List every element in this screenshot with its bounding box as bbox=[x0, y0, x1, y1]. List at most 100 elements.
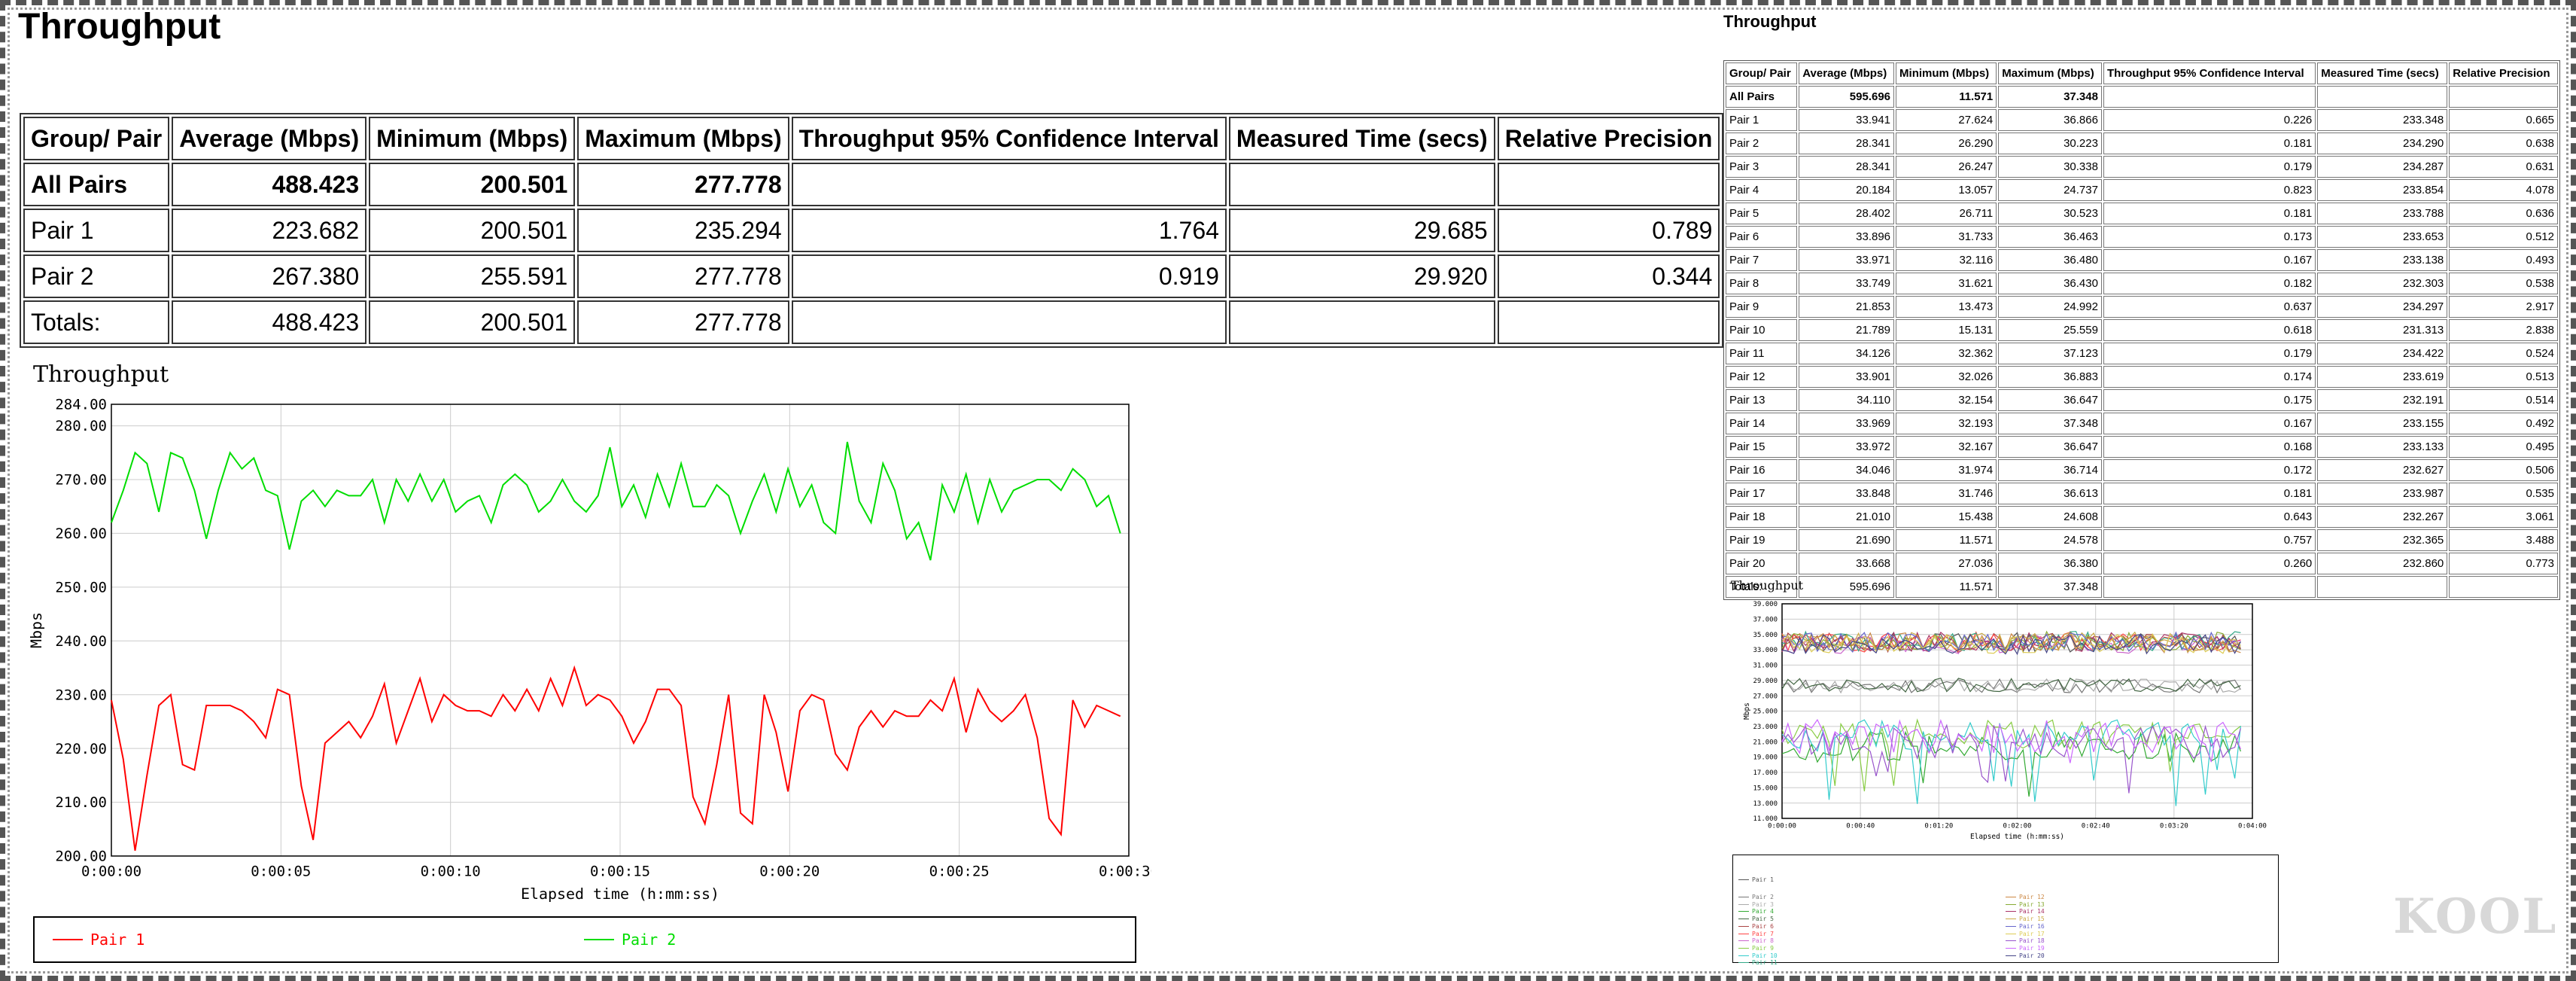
cell-relative-precision: 2.917 bbox=[2449, 296, 2558, 318]
cell-maximum: 36.480 bbox=[1998, 249, 2102, 271]
legend-swatch bbox=[53, 939, 83, 940]
cell-minimum: 31.974 bbox=[1896, 459, 1997, 481]
table-row: Pair 9 21.853 13.473 24.992 0.637 234.297 2.91… bbox=[1726, 296, 2558, 318]
table-row: Pair 12 33.901 32.026 36.883 0.174 233.619 0.5… bbox=[1726, 366, 2558, 388]
col-header-confidence: Throughput 95% Confidence Interval bbox=[791, 117, 1227, 160]
x-axis-label: Elapsed time (h:mm:ss) bbox=[1970, 833, 2064, 841]
cell-group: Pair 12 bbox=[1726, 366, 1798, 388]
legend-label: Pair 6 bbox=[1752, 922, 1774, 930]
cell-relative-precision: 0.538 bbox=[2449, 273, 2558, 294]
cell-average: 33.749 bbox=[1799, 273, 1895, 294]
cell-average: 488.423 bbox=[172, 163, 367, 206]
cell-measured-time: 233.155 bbox=[2317, 413, 2448, 434]
col-header-relative-precision: Relative Precision bbox=[2449, 62, 2558, 84]
table-row: Pair 1 33.941 27.624 36.866 0.226 233.348 0.66… bbox=[1726, 109, 2558, 131]
legend-label: Pair 17 bbox=[2019, 930, 2045, 937]
cell-average: 595.696 bbox=[1799, 86, 1895, 108]
cell-average: 34.126 bbox=[1799, 343, 1895, 364]
table-row: Pair 13 34.110 32.154 36.647 0.175 232.191 0.5… bbox=[1726, 389, 2558, 411]
cell-maximum: 36.647 bbox=[1998, 436, 2102, 458]
cell-average: 33.896 bbox=[1799, 226, 1895, 248]
cell-maximum: 30.223 bbox=[1998, 133, 2102, 154]
cell-measured-time: 233.133 bbox=[2317, 436, 2448, 458]
cell-maximum: 30.338 bbox=[1998, 156, 2102, 178]
table-row: Pair 17 33.848 31.746 36.613 0.181 233.987 0.5… bbox=[1726, 483, 2558, 504]
table-header-row: Group/ Pair Average (Mbps) Minimum (Mbps… bbox=[1726, 62, 2558, 84]
table-row: Pair 19 21.690 11.571 24.578 0.757 232.365 3.4… bbox=[1726, 529, 2558, 551]
legend-label: Pair 16 bbox=[2019, 922, 2045, 930]
cell-minimum: 32.362 bbox=[1896, 343, 1997, 364]
cell-minimum: 11.571 bbox=[1896, 529, 1997, 551]
col-header-confidence: Throughput 95% Confidence Interval bbox=[2103, 62, 2316, 84]
cell-maximum: 36.613 bbox=[1998, 483, 2102, 504]
y-tick-label: 33.000 bbox=[1753, 647, 1778, 654]
table-row: Pair 3 28.341 26.247 30.338 0.179 234.287 0.63… bbox=[1726, 156, 2558, 178]
cell-group: Pair 7 bbox=[1726, 249, 1798, 271]
cell-average: 33.941 bbox=[1799, 109, 1895, 131]
legend-item-pair-10: Pair 10 bbox=[1738, 952, 1778, 959]
legend-item-pair-1: Pair 1 bbox=[1738, 876, 1774, 883]
cell-average: 33.971 bbox=[1799, 249, 1895, 271]
cell-maximum: 30.523 bbox=[1998, 203, 2102, 224]
cell-maximum: 277.778 bbox=[577, 163, 789, 206]
cell-maximum: 37.348 bbox=[1998, 576, 2102, 598]
y-tick-label: 240.00 bbox=[55, 633, 107, 650]
col-header-minimum: Minimum (Mbps) bbox=[369, 117, 576, 160]
legend-swatch bbox=[2006, 925, 2016, 927]
col-header-group: Group/ Pair bbox=[1726, 62, 1798, 84]
cell-maximum: 37.348 bbox=[1998, 86, 2102, 108]
legend-item-pair-16: Pair 16 bbox=[2006, 923, 2045, 930]
cell-minimum: 31.621 bbox=[1896, 273, 1997, 294]
cell-measured-time bbox=[1228, 163, 1495, 206]
legend-label: Pair 3 bbox=[1752, 900, 1774, 908]
cell-measured-time: 233.619 bbox=[2317, 366, 2448, 388]
legend-item-pair-18: Pair 18 bbox=[2006, 937, 2045, 944]
y-tick-label: 21.000 bbox=[1753, 739, 1778, 746]
legend-item-pair-8: Pair 8 bbox=[1738, 937, 1774, 944]
col-header-relative-precision: Relative Precision bbox=[1497, 117, 1720, 160]
cell-average: 21.789 bbox=[1799, 319, 1895, 341]
legend-swatch bbox=[1738, 911, 1749, 912]
legend-item-pair-7: Pair 7 bbox=[1738, 931, 1774, 937]
legend-label: Pair 7 bbox=[1752, 930, 1774, 937]
cell-minimum: 31.746 bbox=[1896, 483, 1997, 504]
cell-group: Pair 1 bbox=[23, 209, 170, 252]
legend-label: Pair 12 bbox=[2019, 894, 2045, 900]
y-tick-label: 220.00 bbox=[55, 741, 107, 757]
cell-confidence: 0.181 bbox=[2103, 133, 2316, 154]
cell-group: Pair 1 bbox=[1726, 109, 1798, 131]
legend-item-pair-9: Pair 9 bbox=[1738, 945, 1774, 952]
y-axis-label: Mbps bbox=[1743, 702, 1751, 720]
x-tick-label: 0:02:00 bbox=[2003, 823, 2032, 830]
table-row: Pair 18 21.010 15.438 24.608 0.643 232.267 3.0… bbox=[1726, 506, 2558, 528]
cell-relative-precision bbox=[1497, 300, 1720, 344]
legend-label: Pair 1 bbox=[1752, 876, 1774, 883]
y-tick-label: 19.000 bbox=[1753, 754, 1778, 762]
col-header-maximum: Maximum (Mbps) bbox=[1998, 62, 2102, 84]
x-tick-label: 0:00:10 bbox=[421, 864, 481, 880]
x-tick-label: 0:00:25 bbox=[929, 864, 990, 880]
legend-label: Pair 18 bbox=[2019, 937, 2045, 945]
cell-confidence: 0.637 bbox=[2103, 296, 2316, 318]
cell-measured-time: 232.627 bbox=[2317, 459, 2448, 481]
y-tick-label: 11.000 bbox=[1753, 815, 1778, 823]
cell-confidence bbox=[791, 163, 1227, 206]
cell-measured-time: 232.191 bbox=[2317, 389, 2448, 411]
cell-measured-time: 232.303 bbox=[2317, 273, 2448, 294]
left-chart-title: Throughput bbox=[33, 361, 169, 388]
table-row: Pair 20 33.668 27.036 36.380 0.260 232.860 0.7… bbox=[1726, 553, 2558, 574]
series-line-pair-14 bbox=[1781, 631, 2241, 653]
table-row: Pair 5 28.402 26.711 30.523 0.181 233.788 0.63… bbox=[1726, 203, 2558, 224]
cell-minimum: 255.591 bbox=[369, 254, 576, 298]
table-row: Pair 7 33.971 32.116 36.480 0.167 233.138 0.49… bbox=[1726, 249, 2558, 271]
cell-minimum: 32.193 bbox=[1896, 413, 1997, 434]
cell-measured-time: 29.685 bbox=[1228, 209, 1495, 252]
cell-relative-precision: 0.493 bbox=[2449, 249, 2558, 271]
cell-maximum: 24.992 bbox=[1998, 296, 2102, 318]
table-row: Pair 11 34.126 32.362 37.123 0.179 234.422 0.5… bbox=[1726, 343, 2558, 364]
cell-maximum: 277.778 bbox=[577, 300, 789, 344]
legend-item-pair-14: Pair 14 bbox=[2006, 908, 2045, 915]
cell-minimum: 27.624 bbox=[1896, 109, 1997, 131]
cell-confidence: 0.167 bbox=[2103, 249, 2316, 271]
right-report-title: Throughput bbox=[1723, 12, 1817, 31]
